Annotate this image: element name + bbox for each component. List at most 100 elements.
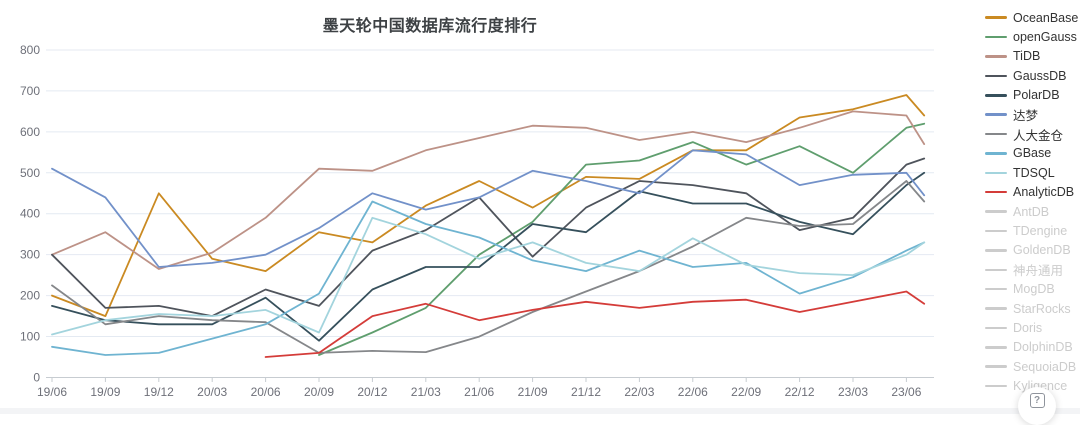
y-axis-label: 700 <box>20 84 40 98</box>
legend-label: Doris <box>1013 320 1043 335</box>
legend-swatch-icon <box>985 249 1007 252</box>
legend-label: TDSQL <box>1013 165 1055 180</box>
legend-swatch-icon <box>985 74 1007 78</box>
legend-item-AntDB[interactable]: AntDB <box>985 202 1080 221</box>
series-line-PolarDB <box>51 171 926 342</box>
y-axis-label: 500 <box>20 166 40 180</box>
series-line-AnalyticDB <box>264 290 926 358</box>
y-axis-label: 100 <box>20 330 40 344</box>
x-axis-label: 20/12 <box>357 385 387 399</box>
y-axis-label: 200 <box>20 289 40 303</box>
x-axis: 19/06 19/09 19/12 20/03 20/06 20/09 20/12 21/03… <box>37 377 922 399</box>
legend-label: DolphinDB <box>1013 340 1073 355</box>
help-button[interactable]: ? <box>1018 387 1056 425</box>
legend-item-TDSQL[interactable]: TDSQL <box>985 163 1080 182</box>
legend-swatch-icon <box>985 152 1007 155</box>
series-line-达梦 <box>51 149 926 268</box>
legend-label: GaussDB <box>1013 68 1067 83</box>
legend-label: OceanBase <box>1013 10 1079 25</box>
series-line-openGauss <box>318 122 926 356</box>
x-axis-label: 22/09 <box>731 385 761 399</box>
x-axis-label: 22/06 <box>678 385 708 399</box>
legend-label: PolarDB <box>1013 88 1060 103</box>
legend-item-SequoiaDB[interactable]: SequoiaDB <box>985 357 1080 376</box>
legend-label: GBase <box>1013 146 1052 161</box>
x-axis-label: 19/06 <box>37 385 67 399</box>
legend-item-Doris[interactable]: Doris <box>985 318 1080 337</box>
plot-area[interactable]: 0 100 200 300 400 500 600 700 800 19/06 19/09 19/12… <box>0 0 960 414</box>
series-line-TDSQL <box>51 216 926 336</box>
y-axis-label: 300 <box>20 248 40 262</box>
series-line-OceanBase <box>51 94 926 317</box>
x-axis-label: 21/12 <box>571 385 601 399</box>
series-line-GaussDB <box>51 157 926 317</box>
chart-legend: OceanBase openGauss TiDB GaussDB PolarDB 达梦人大… <box>985 8 1080 396</box>
legend-label: AnalyticDB <box>1013 185 1075 200</box>
legend-item-StarRocks[interactable]: StarRocks <box>985 299 1080 318</box>
y-axis-label: 800 <box>20 43 40 57</box>
legend-swatch-icon <box>985 210 1007 213</box>
legend-label: 人大金仓 <box>1013 128 1064 143</box>
x-axis-label: 22/12 <box>785 385 815 399</box>
legend-label: StarRocks <box>1013 301 1071 316</box>
legend-label: TiDB <box>1013 49 1041 64</box>
legend-swatch-icon <box>985 365 1007 368</box>
legend-swatch-icon <box>985 55 1007 58</box>
x-axis-label: 23/06 <box>891 385 921 399</box>
legend-item-TiDB[interactable]: TiDB <box>985 47 1080 66</box>
legend-item-OceanBase[interactable]: OceanBase <box>985 8 1080 27</box>
legend-swatch-icon <box>985 307 1007 310</box>
legend-item-openGauss[interactable]: openGauss <box>985 27 1080 46</box>
legend-item-人大金仓[interactable]: 人大金仓 <box>985 124 1080 143</box>
gridlines: 0 100 200 300 400 500 600 700 800 <box>20 43 934 385</box>
x-axis-label: 19/12 <box>144 385 174 399</box>
series-line-TiDB <box>51 110 926 270</box>
line-chart[interactable]: 墨天轮中国数据库流行度排行 0 100 200 300 400 500 600 700 800 1… <box>0 0 960 414</box>
x-axis-label: 20/03 <box>197 385 227 399</box>
legend-label: MogDB <box>1013 282 1055 297</box>
legend-swatch-icon <box>985 384 1007 388</box>
legend-item-GoldenDB[interactable]: GoldenDB <box>985 241 1080 260</box>
legend-item-神舟通用[interactable]: 神舟通用 <box>985 260 1080 279</box>
legend-item-PolarDB[interactable]: PolarDB <box>985 86 1080 105</box>
x-axis-label: 21/06 <box>464 385 494 399</box>
bottom-scroll-strip <box>0 408 1080 414</box>
legend-item-GaussDB[interactable]: GaussDB <box>985 66 1080 85</box>
x-axis-label: 21/03 <box>411 385 441 399</box>
legend-label: AntDB <box>1013 204 1050 219</box>
legend-item-达梦[interactable]: 达梦 <box>985 105 1080 124</box>
legend-swatch-icon <box>985 94 1007 97</box>
legend-item-DolphinDB[interactable]: DolphinDB <box>985 338 1080 357</box>
x-axis-label: 20/09 <box>304 385 334 399</box>
legend-swatch-icon <box>985 229 1007 233</box>
legend-swatch-icon <box>985 190 1007 194</box>
x-axis-label: 20/06 <box>251 385 281 399</box>
chart-title: 墨天轮中国数据库流行度排行 <box>322 18 538 35</box>
legend-swatch-icon <box>985 346 1007 349</box>
legend-item-MogDB[interactable]: MogDB <box>985 279 1080 298</box>
legend-item-GBase[interactable]: GBase <box>985 144 1080 163</box>
legend-swatch-icon <box>985 287 1007 291</box>
legend-swatch-icon <box>985 16 1007 19</box>
legend-swatch-icon <box>985 113 1007 116</box>
legend-item-AnalyticDB[interactable]: AnalyticDB <box>985 183 1080 202</box>
question-mark-icon: ? <box>1029 393 1045 408</box>
y-axis-label: 0 <box>33 371 40 385</box>
legend-swatch-icon <box>985 171 1007 175</box>
legend-label: SequoiaDB <box>1013 359 1077 374</box>
legend-label: GoldenDB <box>1013 243 1071 258</box>
legend-label: 神舟通用 <box>1013 264 1064 279</box>
legend-label: TDengine <box>1013 223 1068 238</box>
x-axis-label: 19/09 <box>90 385 120 399</box>
x-axis-label: 21/09 <box>518 385 548 399</box>
legend-swatch-icon <box>985 35 1007 39</box>
series-line-人大金仓 <box>51 180 926 354</box>
legend-label: 达梦 <box>1013 109 1039 124</box>
legend-swatch-icon <box>985 132 1007 136</box>
legend-item-TDengine[interactable]: TDengine <box>985 221 1080 240</box>
legend-swatch-icon <box>985 268 1007 272</box>
x-axis-label: 22/03 <box>624 385 654 399</box>
series-line-GBase <box>51 200 926 356</box>
y-axis-label: 400 <box>20 207 40 221</box>
legend-label: openGauss <box>1013 30 1077 45</box>
